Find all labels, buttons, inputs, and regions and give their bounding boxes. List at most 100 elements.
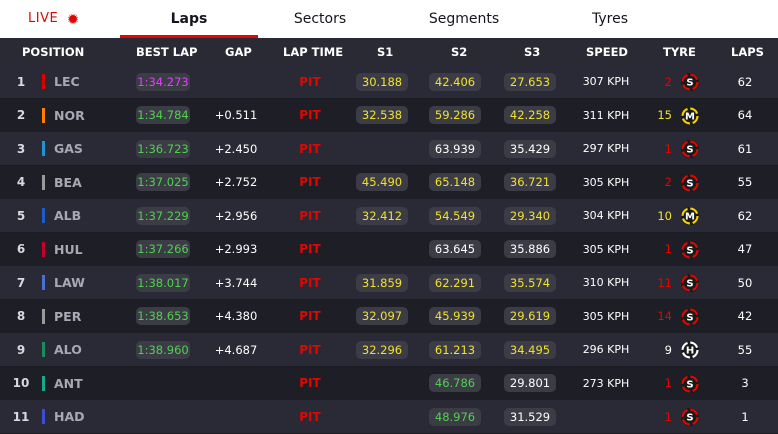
position-number: 4 [16,175,26,189]
gap-value: +2.993 [214,242,258,256]
s3-cell: 29.801 [504,367,556,400]
position-number: 8 [16,309,26,323]
best-lap-time: 1:38.653 [136,307,190,325]
tab-tyres[interactable]: Tyres [591,11,628,27]
table-row[interactable]: 9 ALO 1:38.960 +4.687 PIT 32.296 61.213 34.495 2… [0,333,778,366]
lap-time-status: PIT [299,141,321,156]
s2-time: 45.939 [429,307,481,325]
s1-cell: 30.188 [356,65,408,98]
best-lap-cell: 1:37.025 [136,166,190,199]
team-color-bar [42,174,45,190]
table-row[interactable]: 6 HUL 1:37.266 +2.993 PIT 63.645 35.886 305 KPH… [0,232,778,266]
soft-tyre-icon: S [680,173,700,193]
table-row[interactable]: 8 PER 1:38.653 +4.380 PIT 32.097 45.939 29.619 3… [0,299,778,333]
tab-segments[interactable]: Segments [428,11,500,27]
gap-value: +4.687 [214,342,258,357]
speed-value: 311 KPH [582,108,630,122]
driver-code[interactable]: LAW [54,275,85,290]
s3-time: 29.619 [504,307,556,325]
driver-code[interactable]: BEA [54,174,82,190]
driver-code[interactable]: HUL [54,241,83,257]
gap-value: +3.744 [214,275,258,290]
driver-code[interactable]: ANT [54,375,83,391]
lap-time-status: PIT [299,275,321,290]
position-number: 7 [16,275,26,290]
s2-cell: 48.976 [429,400,481,433]
soft-tyre-icon: S [680,72,700,92]
table-row[interactable]: 4 BEA 1:37.025 +2.752 PIT 45.490 65.148 36.721 3… [0,165,778,199]
gap-value: +2.956 [214,208,258,223]
s1-time: 32.538 [356,106,408,124]
driver-code[interactable]: ALO [54,342,82,357]
speed-value: 304 KPH [582,209,630,222]
driver-code[interactable]: LEC [54,74,80,89]
s3-cell: 31.529 [504,400,556,433]
col-best-lap: BEST LAP [136,45,198,59]
tab-sectors[interactable]: Sectors [293,11,347,27]
gap-value: +0.511 [214,108,258,122]
driver-code[interactable]: GAS [54,141,83,156]
s2-time: 61.213 [429,340,481,359]
best-lap-cell: 1:37.266 [136,233,190,266]
best-lap-cell [136,367,190,400]
s3-cell: 36.721 [504,166,556,199]
speed-value: 310 KPH [582,276,630,289]
best-lap-cell: 1:38.653 [136,300,190,333]
team-color-bar [42,308,45,324]
gap-value [208,65,264,98]
laps-count: 3 [741,376,749,390]
table-header: POSITION BEST LAP GAP LAP TIME S1 S2 S3 … [0,38,778,65]
s3-cell: 35.886 [504,233,556,266]
s1-cell [356,132,408,165]
table-row[interactable]: 2 NOR 1:34.784 +0.511 PIT 32.538 59.286 42.258 3… [0,98,778,132]
col-s1: S1 [377,45,394,59]
lap-time-status: PIT [299,242,321,256]
s2-time: 65.148 [429,173,481,191]
gap-value: +2.752 [214,175,258,189]
best-lap-cell: 1:36.723 [136,132,190,165]
best-lap-time: 1:37.266 [136,240,190,258]
tyre-age: 14 [657,309,672,323]
s1-cell: 31.859 [356,266,408,299]
tab-laps[interactable]: Laps [170,11,208,27]
tyre-age: 10 [657,208,672,223]
medium-tyre-icon: M [680,106,700,126]
s3-cell: 42.258 [504,99,556,132]
svg-text:S: S [686,145,693,156]
col-s3: S3 [524,45,541,59]
table-row[interactable]: 10 ANT PIT 46.786 29.801 273 KPH 1 S 3 [0,366,778,400]
s2-time: 42.406 [429,72,481,91]
table-row[interactable]: 5 ALB 1:37.229 +2.956 PIT 32.412 54.549 29.340 3… [0,199,778,232]
s3-time: 27.653 [504,72,556,91]
table-row[interactable]: 7 LAW 1:38.017 +3.744 PIT 31.859 62.291 35.574 3… [0,266,778,299]
team-color-bar [42,342,45,357]
s1-cell: 32.097 [356,300,408,333]
table-row[interactable]: 3 GAS 1:36.723 +2.450 PIT 63.939 35.429 297 KPH… [0,132,778,165]
s3-time: 35.886 [504,240,556,258]
live-indicator[interactable]: LIVE [28,11,79,26]
driver-code[interactable]: HAD [54,409,85,424]
tyre-age: 15 [657,108,672,122]
position-number: 3 [16,141,26,156]
s2-cell: 54.549 [429,199,481,232]
table-row[interactable]: 1 LEC 1:34.273 PIT 30.188 42.406 27.653 307 KPH… [0,65,778,98]
best-lap-time: 1:34.273 [136,72,190,91]
team-color-bar [42,208,45,223]
s1-cell [356,400,408,433]
driver-code[interactable]: PER [54,308,82,324]
speed-value: 307 KPH [582,75,630,88]
svg-text:H: H [686,346,694,357]
table-row[interactable]: 11 HAD PIT 48.976 31.529 1 S 1 [0,400,778,433]
s1-time: 30.188 [356,72,408,91]
best-lap-time: 1:37.025 [136,173,190,191]
driver-code[interactable]: NOR [54,107,85,123]
gap-value [208,400,264,433]
s3-time: 35.429 [504,139,556,158]
tyre-age: 1 [664,376,672,390]
tyre-age: 1 [664,141,672,156]
s1-cell: 45.490 [356,166,408,199]
s1-cell [356,233,408,266]
s2-time: 59.286 [429,106,481,124]
gap-value: +4.380 [214,309,258,323]
driver-code[interactable]: ALB [54,208,82,223]
